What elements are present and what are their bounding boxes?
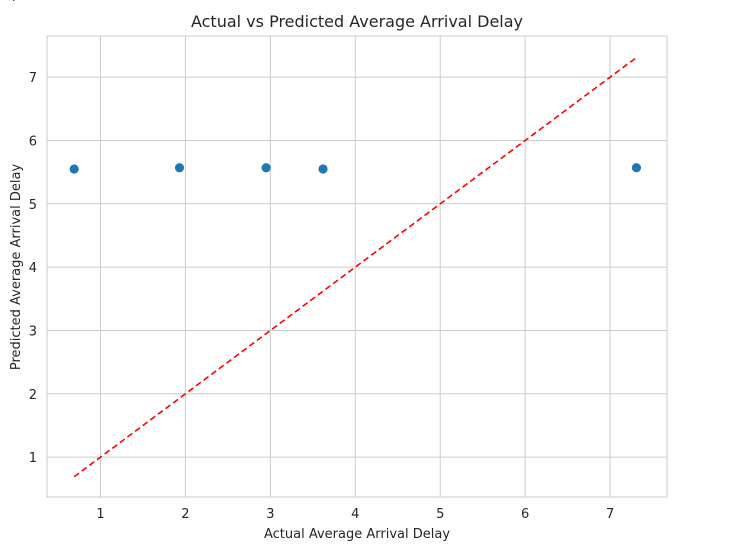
plot-frame [46,35,668,498]
x-tick-labels: 1 2 3 4 5 6 7 [96,507,614,522]
reference-line [73,56,637,478]
y-tick-label: 2 [29,388,37,403]
x-tick-label: 7 [606,507,614,522]
top-cropped-text: ep ( ) [4,0,39,2]
scatter-point [69,164,79,174]
y-tick-label: 5 [29,198,37,213]
x-gridlines [100,36,611,497]
y-tick-label: 7 [29,71,37,86]
chart-title: Actual vs Predicted Average Arrival Dela… [191,12,523,31]
x-tick-label: 6 [521,507,529,522]
y-tick-label: 4 [29,261,37,276]
scatter-point [631,163,642,173]
y-gridlines [47,76,667,458]
y-axis-label: Predicted Average Arrival Delay [9,164,24,371]
x-tick-label: 1 [96,507,104,522]
scatter-point [261,163,271,173]
scatter-point [174,163,185,173]
y-tick-labels: 1 2 3 4 5 6 7 [29,71,37,466]
x-tick-label: 2 [181,507,189,522]
y-tick-label: 3 [29,324,37,339]
x-tick-label: 3 [266,507,274,522]
y-tick-label: 1 [29,451,37,466]
x-tick-label: 5 [436,507,444,522]
reference-line-group [73,56,637,478]
x-tick-label: 4 [351,507,359,522]
y-tick-label: 6 [29,134,37,149]
x-axis-label: Actual Average Arrival Delay [264,527,450,542]
scatter-point [318,164,328,174]
scatter-points [69,163,642,174]
